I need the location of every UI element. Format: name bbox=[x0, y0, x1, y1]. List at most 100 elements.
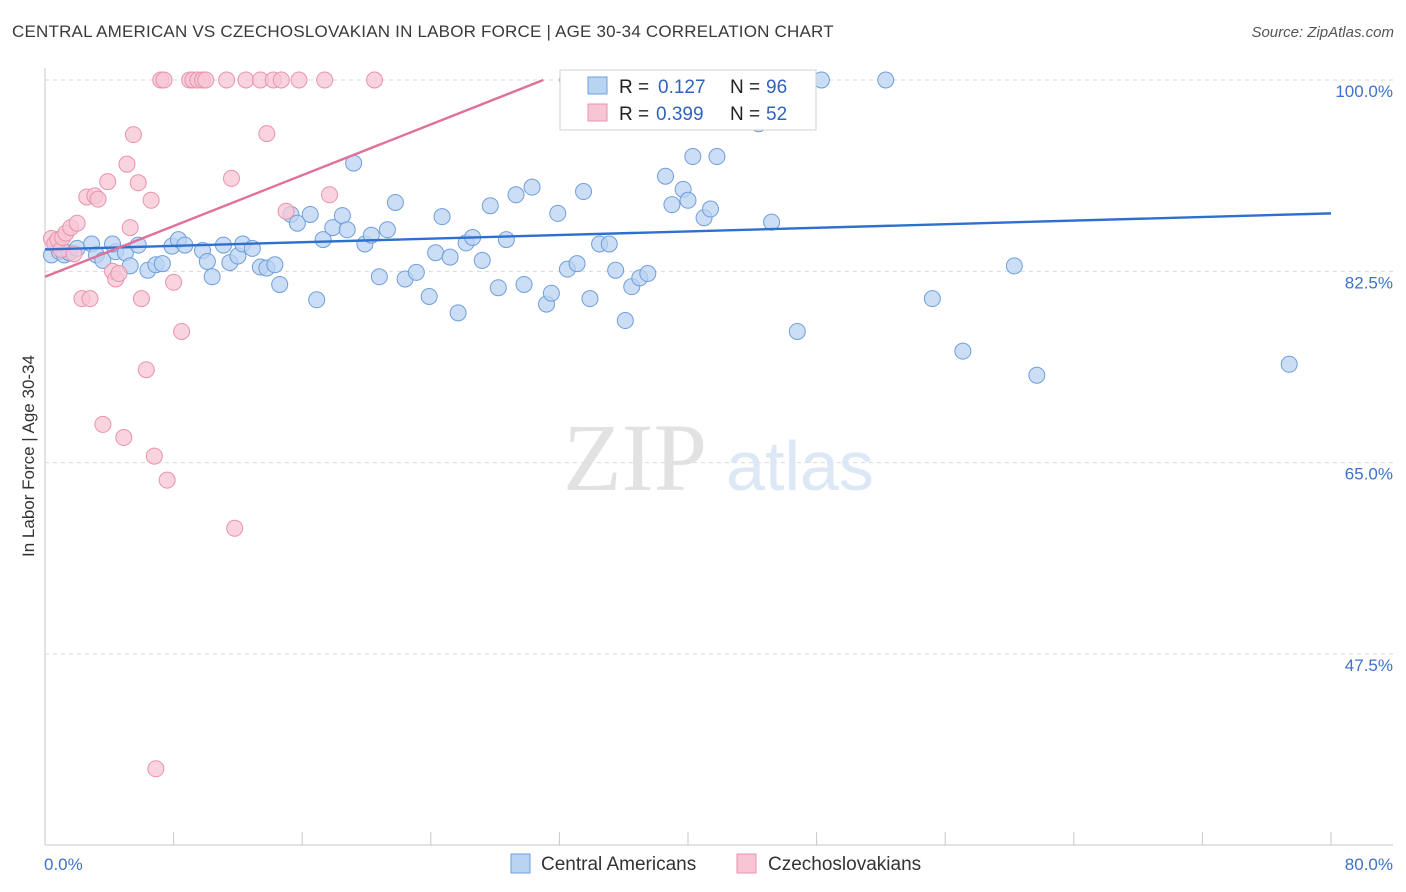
point-czechoslovakian-46 bbox=[272, 71, 290, 89]
point-central-american-71 bbox=[616, 312, 634, 330]
point-czechoslovakian-20 bbox=[118, 155, 136, 173]
point-czechoslovakian-24 bbox=[132, 290, 150, 308]
point-czechoslovakian-47 bbox=[277, 202, 295, 220]
point-czechoslovakian-50 bbox=[321, 186, 339, 204]
point-central-american-29 bbox=[266, 256, 284, 274]
bottom-legend-czechoslovakians: Czechoslovakians bbox=[768, 854, 921, 875]
point-central-american-67 bbox=[581, 290, 599, 308]
axes bbox=[44, 68, 1393, 846]
point-central-american-59 bbox=[515, 275, 533, 293]
point-czechoslovakian-18 bbox=[110, 265, 128, 283]
point-central-american-30 bbox=[271, 275, 289, 293]
point-central-american-43 bbox=[378, 221, 396, 239]
point-czechoslovakian-44 bbox=[258, 125, 276, 143]
y-tick-label-0: 47.5% bbox=[1345, 656, 1393, 675]
point-czechoslovakian-21 bbox=[121, 219, 139, 237]
point-central-american-37 bbox=[333, 207, 351, 225]
point-czechoslovakian-39 bbox=[218, 71, 236, 89]
point-central-american-65 bbox=[568, 255, 586, 273]
point-czechoslovakian-40 bbox=[222, 169, 240, 187]
point-central-american-55 bbox=[481, 197, 499, 215]
point-czechoslovakian-33 bbox=[173, 322, 191, 340]
legend-n-value-pink: 52 bbox=[766, 104, 787, 125]
point-central-american-90 bbox=[923, 290, 941, 308]
trend-line-central-americans bbox=[44, 212, 1332, 251]
point-central-american-48 bbox=[427, 244, 445, 262]
stats-legend: R = 0.127 N = 96 R = 0.399 N = 52 bbox=[559, 69, 817, 131]
point-central-american-79 bbox=[679, 191, 697, 209]
point-central-american-83 bbox=[708, 148, 726, 166]
point-czechoslovakian-51 bbox=[366, 71, 384, 89]
point-czechoslovakian-23 bbox=[129, 174, 147, 192]
bottom-legend-swatch-pink bbox=[736, 853, 757, 874]
legend-swatch-central-americans bbox=[587, 76, 608, 95]
point-central-american-56 bbox=[489, 279, 507, 297]
series-legend: Central Americans Czechoslovakians bbox=[510, 853, 921, 875]
point-central-american-35 bbox=[314, 231, 332, 249]
point-central-american-21 bbox=[203, 268, 221, 286]
point-central-american-92 bbox=[1005, 257, 1023, 275]
point-czechoslovakian-28 bbox=[147, 760, 165, 778]
point-central-american-82 bbox=[702, 200, 720, 218]
watermark-atlas: atlas bbox=[726, 427, 874, 505]
point-central-american-89 bbox=[877, 71, 895, 89]
legend-r-value-pink: 0.399 bbox=[656, 104, 704, 125]
legend-n-label-blue: N = bbox=[730, 77, 760, 98]
point-central-american-93 bbox=[1028, 366, 1046, 384]
point-czechoslovakian-11 bbox=[81, 290, 99, 308]
point-central-american-62 bbox=[542, 284, 560, 302]
point-central-american-87 bbox=[788, 322, 806, 340]
point-central-american-50 bbox=[441, 248, 459, 266]
bottom-legend-swatch-blue bbox=[510, 853, 531, 874]
point-czechoslovakian-15 bbox=[99, 173, 117, 191]
legend-n-value-blue: 96 bbox=[766, 77, 787, 98]
point-central-american-69 bbox=[600, 235, 618, 253]
point-central-american-20 bbox=[198, 252, 216, 270]
point-central-american-74 bbox=[639, 265, 657, 283]
legend-swatch-czechoslovakians bbox=[587, 103, 608, 122]
point-czechoslovakian-42 bbox=[237, 71, 255, 89]
bottom-legend-central-americans: Central Americans bbox=[541, 854, 696, 875]
point-central-american-15 bbox=[153, 255, 171, 273]
point-central-american-54 bbox=[473, 251, 491, 269]
point-central-american-38 bbox=[338, 221, 356, 239]
point-czechoslovakian-38 bbox=[197, 71, 215, 89]
point-czechoslovakian-8 bbox=[68, 214, 86, 232]
y-tick-label-3: 100.0% bbox=[1335, 82, 1393, 101]
point-czechoslovakian-30 bbox=[155, 71, 173, 89]
point-czechoslovakian-32 bbox=[165, 273, 183, 291]
trend-lines bbox=[44, 78, 1332, 278]
y-tick-label-1: 65.0% bbox=[1345, 465, 1393, 484]
source-label: Source: ZipAtlas.com bbox=[1251, 24, 1394, 41]
legend-r-label-pink: R = bbox=[619, 104, 649, 125]
y-axis-label: In Labor Force | Age 30-34 bbox=[19, 355, 38, 557]
point-central-american-34 bbox=[308, 291, 326, 309]
legend-r-value-blue: 0.127 bbox=[658, 77, 706, 98]
point-central-american-76 bbox=[656, 167, 674, 185]
point-central-american-66 bbox=[575, 183, 593, 201]
point-czechoslovakian-19 bbox=[115, 429, 133, 447]
point-central-american-63 bbox=[549, 204, 567, 222]
point-czechoslovakian-49 bbox=[316, 71, 334, 89]
point-czechoslovakian-48 bbox=[290, 71, 308, 89]
point-central-american-49 bbox=[433, 208, 451, 226]
point-central-american-60 bbox=[523, 178, 541, 196]
series-czechoslovakians bbox=[42, 71, 576, 778]
point-czechoslovakian-22 bbox=[124, 126, 142, 144]
x-tick-label-max: 80.0% bbox=[1345, 855, 1393, 874]
legend-r-label-blue: R = bbox=[619, 77, 649, 98]
point-central-american-42 bbox=[370, 268, 388, 286]
watermark: ZIP atlas bbox=[563, 404, 874, 511]
x-tick-label-min: 0.0% bbox=[44, 855, 83, 874]
point-central-american-47 bbox=[420, 287, 438, 305]
point-central-american-91 bbox=[954, 342, 972, 360]
point-central-american-94 bbox=[1280, 355, 1298, 373]
point-central-american-77 bbox=[663, 196, 681, 214]
point-czechoslovakian-26 bbox=[142, 191, 160, 209]
point-central-american-58 bbox=[507, 186, 525, 204]
trend-line-czechoslovakians bbox=[44, 78, 544, 278]
point-central-american-80 bbox=[684, 148, 702, 166]
point-central-american-32 bbox=[288, 214, 306, 232]
gridlines bbox=[45, 79, 1393, 655]
